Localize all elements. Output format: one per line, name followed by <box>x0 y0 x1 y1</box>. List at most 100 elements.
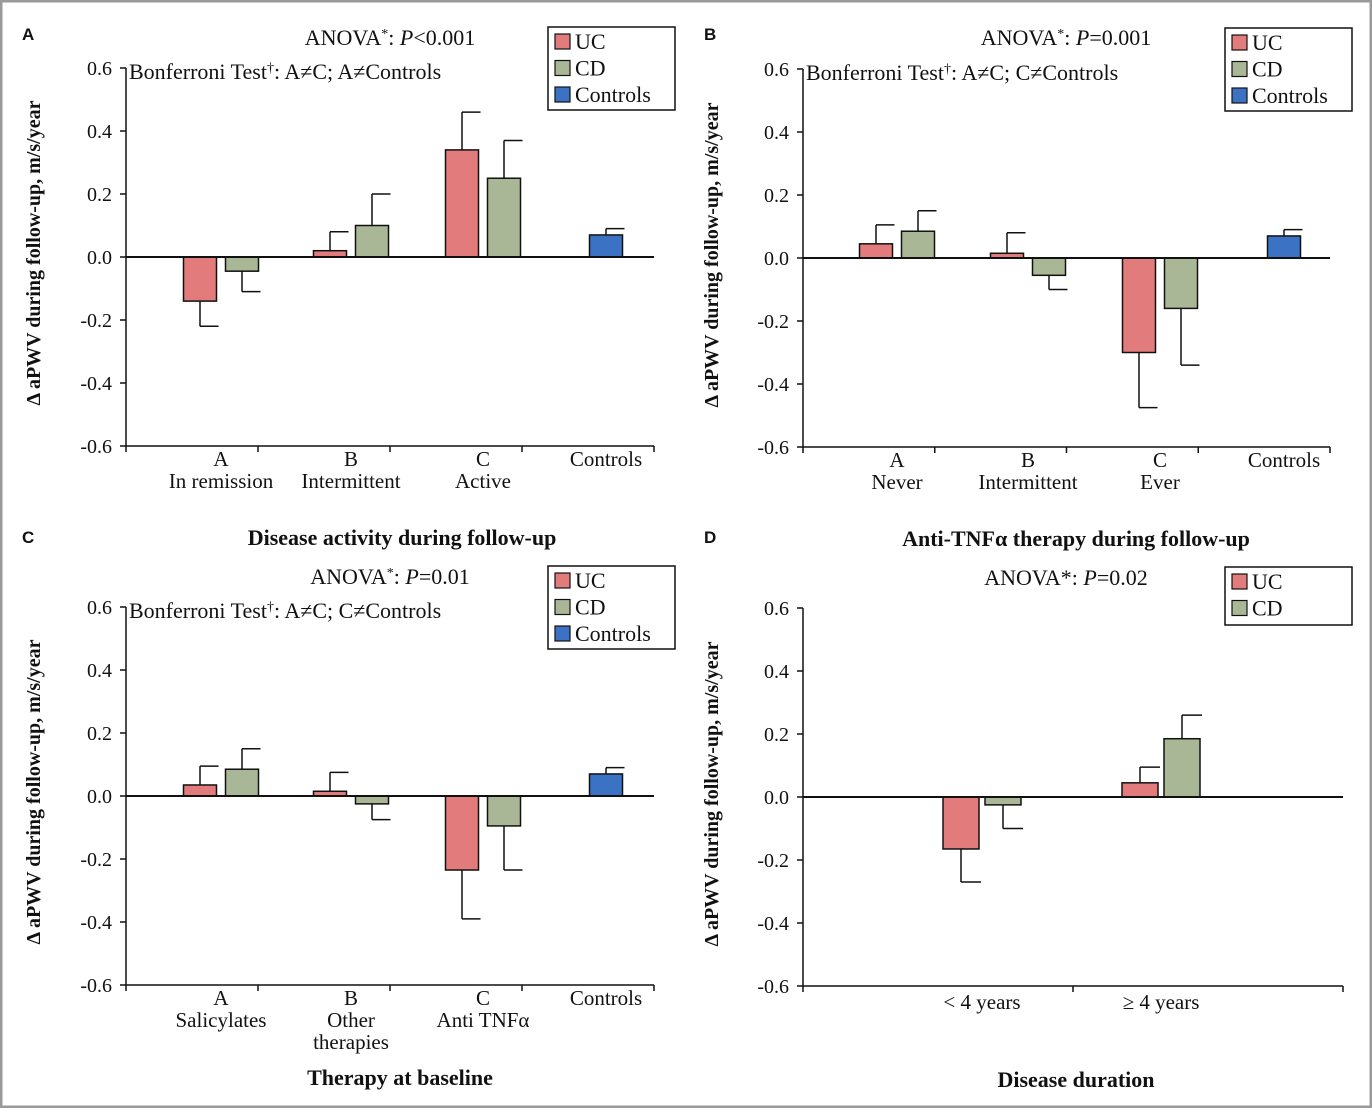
category-label: Never <box>871 470 922 494</box>
category-label: Salicylates <box>176 1008 267 1032</box>
y-tick-label: 0.0 <box>87 786 112 808</box>
bar-cd <box>486 177 522 258</box>
legend-label: Controls <box>1252 83 1328 108</box>
bonferroni-text: Bonferroni Test†: A≠C; A≠Controls <box>129 59 441 84</box>
y-tick-label: 0.4 <box>764 661 789 683</box>
y-tick-label: -0.6 <box>80 436 112 458</box>
legend-swatch-cd <box>1231 60 1248 78</box>
bar-controls <box>588 234 624 258</box>
bar-uc <box>444 149 480 258</box>
category-label: therapies <box>313 1030 389 1054</box>
legend-label: UC <box>575 568 606 593</box>
legend-swatch-uc <box>554 572 571 589</box>
category-label: ≥ 4 years <box>1123 990 1200 1014</box>
category-label: < 4 years <box>943 990 1020 1014</box>
y-tick-label: 0.4 <box>87 121 112 143</box>
legend-label: CD <box>575 595 606 620</box>
category-label: Ever <box>1140 470 1180 494</box>
category-label: A <box>213 447 229 471</box>
y-tick-label: -0.2 <box>757 311 789 333</box>
category-label: C <box>476 447 490 471</box>
category-label: A <box>213 986 229 1010</box>
category-label: Anti TNFα <box>437 1008 530 1032</box>
x-axis-label: Anti-TNFα therapy during follow-up <box>902 526 1250 551</box>
category-label: B <box>344 986 358 1010</box>
category-label: A <box>889 448 905 472</box>
anova-text: ANOVA*: P=0.001 <box>981 25 1152 50</box>
legend-swatch-cd <box>554 59 571 77</box>
legend-swatch-uc <box>1231 573 1248 590</box>
y-tick-label: 0.2 <box>87 723 112 745</box>
y-tick-label: -0.2 <box>757 850 789 872</box>
y-tick-label: 0.6 <box>764 59 789 81</box>
bar-uc <box>444 795 480 871</box>
bar-cd <box>354 224 390 258</box>
legend-label: Controls <box>575 82 651 107</box>
bar-controls <box>588 773 624 797</box>
legend-label: CD <box>1252 57 1283 82</box>
bar-uc <box>1121 782 1159 798</box>
category-label: Controls <box>1248 448 1320 472</box>
bar-cd <box>1163 737 1201 798</box>
legend-swatch-cd <box>554 598 571 616</box>
y-axis-label: Δ aPWV during follow-up, m/s/year <box>701 102 723 407</box>
y-tick-label: 0.2 <box>764 185 789 207</box>
y-tick-label: 0.6 <box>87 597 112 619</box>
anova-text: ANOVA*: P=0.01 <box>310 564 470 589</box>
y-tick-label: 0.4 <box>87 660 112 682</box>
y-tick-label: 0.6 <box>764 598 789 620</box>
bar-cd <box>224 768 260 797</box>
bar-uc <box>182 784 218 797</box>
bar-uc <box>182 256 218 302</box>
category-label: Active <box>455 469 511 493</box>
bar-uc <box>942 796 980 850</box>
panel-letter: D <box>704 528 716 547</box>
y-tick-label: 0.2 <box>764 724 789 746</box>
category-label: Intermittent <box>978 470 1077 494</box>
y-tick-label: 0.6 <box>87 58 112 80</box>
y-tick-label: -0.4 <box>757 913 789 935</box>
y-tick-label: 0.2 <box>87 184 112 206</box>
bar-cd <box>486 795 522 827</box>
y-tick-label: 0.0 <box>764 787 789 809</box>
y-tick-label: 0.0 <box>764 248 789 270</box>
legend-label: UC <box>575 29 606 54</box>
panel-b: B ANOVA*: P=0.001 Bonferroni Test†: A≠C;… <box>701 25 1353 551</box>
bonferroni-text: Bonferroni Test†: A≠C; C≠Controls <box>806 60 1118 85</box>
y-tick-label: -0.2 <box>80 310 112 332</box>
anova-text: ANOVA*: P<0.001 <box>305 25 476 50</box>
y-tick-label: -0.2 <box>80 849 112 871</box>
category-label: B <box>344 447 358 471</box>
legend-label: CD <box>1252 596 1283 621</box>
bonferroni-text: Bonferroni Test†: A≠C; C≠Controls <box>129 598 441 623</box>
panel-letter: A <box>22 25 34 44</box>
y-tick-label: 0.0 <box>87 247 112 269</box>
legend-label: Controls <box>575 621 651 646</box>
legend-swatch-cd <box>1231 599 1248 617</box>
y-axis-label: Δ aPWV during follow-up, m/s/year <box>701 641 723 946</box>
category-label: C <box>476 986 490 1010</box>
category-label: Other <box>327 1008 375 1032</box>
legend-swatch-uc <box>1231 34 1248 51</box>
category-label: C <box>1153 448 1167 472</box>
bar-cd <box>984 796 1022 806</box>
bar-cd <box>224 256 260 272</box>
panel-letter: B <box>704 25 716 44</box>
panel-d: D ANOVA*: P=0.02 Δ aPWV during follow-up… <box>701 528 1353 1092</box>
x-axis-label: Therapy at baseline <box>307 1065 493 1090</box>
category-label: Intermittent <box>301 469 400 493</box>
legend-label: UC <box>1252 569 1283 594</box>
x-axis-label: Disease activity during follow-up <box>248 525 557 550</box>
y-tick-label: -0.4 <box>80 373 112 395</box>
x-axis-label: Disease duration <box>997 1067 1154 1092</box>
legend-swatch-controls <box>554 86 571 103</box>
panel-a: A ANOVA*: P<0.001 Bonferroni Test†: A≠C;… <box>22 25 676 550</box>
panel-letter: C <box>22 528 34 547</box>
category-label: Controls <box>570 447 642 471</box>
bar-controls <box>1266 235 1302 259</box>
category-label: B <box>1021 448 1035 472</box>
y-axis-label: Δ aPWV during follow-up, m/s/year <box>23 100 45 405</box>
category-label: Controls <box>570 986 642 1010</box>
legend-label: UC <box>1252 30 1283 55</box>
